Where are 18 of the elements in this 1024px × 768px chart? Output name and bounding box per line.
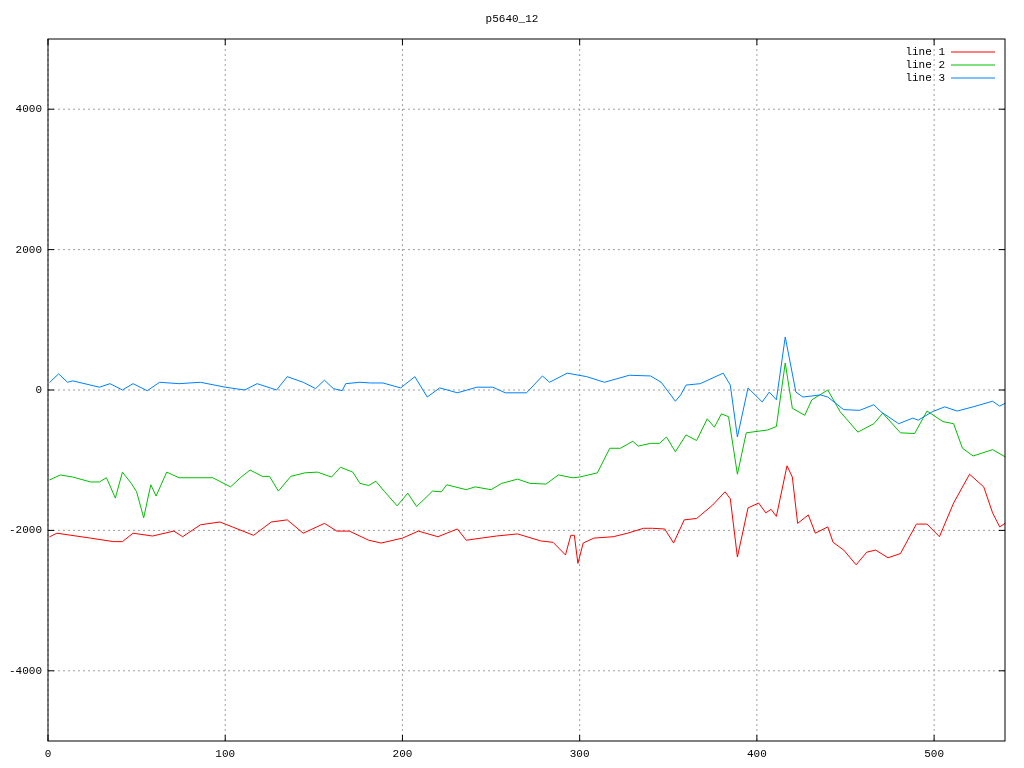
x-tick-label: 200: [392, 748, 413, 760]
legend-label: line 1: [905, 45, 946, 58]
x-tick-label: 400: [746, 748, 767, 760]
y-tick-label: -4000: [8, 664, 42, 677]
x-tick-label: 300: [569, 748, 590, 760]
line-series: [49, 336, 1006, 438]
line-series: [49, 362, 1006, 519]
y-tick-label: 0: [35, 383, 42, 396]
legend-label: line 3: [905, 71, 945, 84]
y-tick-label: 2000: [15, 243, 42, 256]
line-series: [49, 465, 1006, 566]
x-tick-label: 0: [44, 748, 52, 760]
legend-label: line 2: [905, 58, 945, 71]
x-tick-label: 100: [215, 748, 236, 760]
x-tick-label: 500: [924, 748, 945, 760]
y-tick-label: -2000: [8, 524, 42, 537]
y-tick-label: 4000: [15, 103, 42, 116]
chart-title: p5640_12: [485, 13, 539, 25]
